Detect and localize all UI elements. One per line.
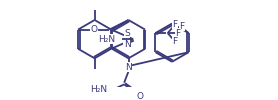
Text: O: O [90,25,97,34]
Text: H₂N: H₂N [90,85,107,94]
Text: N: N [125,62,132,72]
Text: F: F [172,20,177,29]
Text: S: S [124,29,130,38]
Text: N: N [124,40,130,50]
Text: F: F [175,29,181,38]
Text: H₂N: H₂N [98,35,115,44]
Text: F: F [179,22,184,31]
Text: F: F [172,37,177,46]
Text: O: O [136,92,143,100]
